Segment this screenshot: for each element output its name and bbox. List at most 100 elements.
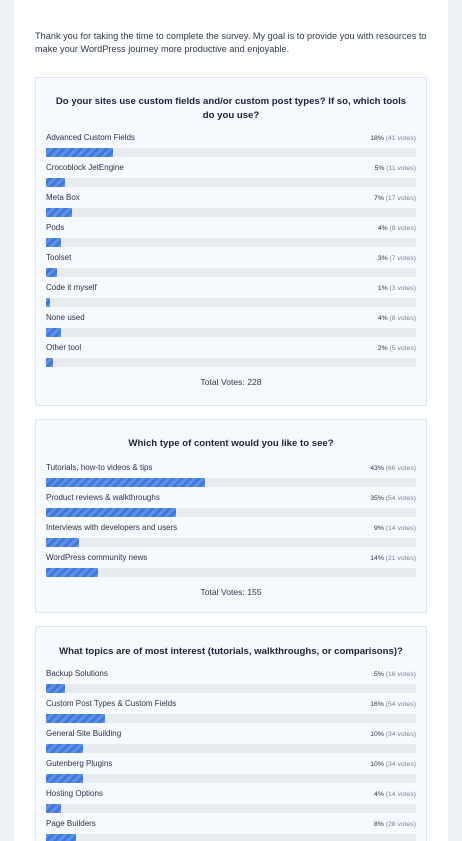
poll-option-row: Backup Solutions 5% (16 votes) [46, 669, 416, 680]
poll-option: None used 4% (8 votes) [46, 313, 416, 343]
poll-option-bar-fill [46, 478, 206, 487]
poll-option: WordPress community news 14% (21 votes) [46, 553, 416, 583]
poll-option-result: 35% (54 votes) [370, 494, 416, 504]
poll-option-result: 16% (54 votes) [370, 700, 416, 710]
poll-option-percent: 18% [370, 135, 384, 142]
poll-option-bar [46, 834, 416, 841]
poll-option-votes: (8 votes) [389, 315, 416, 322]
poll-option-bar [46, 478, 416, 487]
poll-option-bar-fill [46, 358, 54, 367]
poll-option: Interviews with developers and users 9% (… [46, 523, 416, 553]
poll-option-percent: 4% [374, 791, 384, 798]
poll-option-votes: (8 votes) [389, 225, 416, 232]
poll-custom-fields: Do your sites use custom fields and/or c… [35, 77, 427, 406]
poll-option-percent: 14% [370, 555, 384, 562]
poll-option-result: 3% (7 votes) [378, 254, 416, 264]
poll-option-result: 4% (8 votes) [378, 314, 416, 324]
poll-option-result: 14% (21 votes) [370, 554, 416, 564]
poll-option-result: 43% (66 votes) [370, 464, 416, 474]
intro-text: Thank you for taking the time to complet… [35, 31, 427, 54]
poll-option-votes: (41 votes) [385, 135, 416, 142]
poll-option-label: Page Builders [46, 819, 96, 828]
poll-option: Crocoblock JetEngine 5% (11 votes) [46, 163, 416, 193]
poll-option-votes: (21 votes) [385, 555, 416, 562]
poll-option-bar [46, 744, 416, 753]
poll-title: Do your sites use custom fields and/or c… [55, 96, 407, 121]
poll-option-result: 2% (5 votes) [378, 344, 416, 354]
poll-option-bar-fill [46, 684, 65, 693]
poll-option-percent: 4% [377, 315, 388, 322]
poll-option-bar [46, 714, 416, 723]
poll-option-result: 10% (34 votes) [370, 730, 416, 740]
poll-option-label: Advanced Custom Fields [46, 133, 135, 142]
poll-title: Which type of content would you like to … [128, 438, 334, 449]
poll-option-row: Hosting Options 4% (14 votes) [46, 789, 416, 800]
poll-option-bar-fill [46, 714, 106, 723]
poll-option: Advanced Custom Fields 18% (41 votes) [46, 133, 416, 163]
poll-option-percent: 9% [374, 525, 384, 532]
poll-options: Tutorials, how-to videos & tips 43% (66 v… [46, 463, 416, 583]
poll-option-percent: 35% [370, 495, 384, 502]
poll-option-bar [46, 208, 416, 217]
poll-option-percent: 5% [374, 165, 385, 172]
poll-option-bar [46, 804, 416, 813]
poll-option-percent: 1% [377, 285, 388, 292]
poll-option: Product reviews & walkthroughs 35% (54 vo… [46, 493, 416, 523]
poll-option-bar [46, 684, 416, 693]
poll-option-bar [46, 358, 416, 367]
poll-option-result: 8% (28 votes) [374, 820, 416, 830]
poll-option-result: 5% (16 votes) [374, 670, 416, 680]
poll-option-bar-fill [46, 538, 80, 547]
poll-option-percent: 4% [377, 225, 388, 232]
poll-option-bar [46, 178, 416, 187]
poll-option-row: General Site Building 10% (34 votes) [46, 729, 416, 740]
poll-option-bar-fill [46, 328, 61, 337]
poll-option-label: Code it myself [46, 283, 97, 292]
poll-option-label: Backup Solutions [46, 669, 108, 678]
poll-option-label: Product reviews & walkthroughs [46, 493, 160, 502]
total-votes: Total Votes: 228 [200, 377, 262, 387]
survey-results-page: Thank you for taking the time to complet… [14, 0, 448, 841]
poll-option: Hosting Options 4% (14 votes) [46, 789, 416, 819]
poll-option-row: Crocoblock JetEngine 5% (11 votes) [46, 163, 416, 174]
poll-option-votes: (5 votes) [389, 345, 416, 352]
poll-option-percent: 5% [374, 671, 384, 678]
poll-option-votes: (17 votes) [385, 195, 416, 202]
poll-option-result: 9% (14 votes) [374, 524, 416, 534]
poll-option: Tutorials, how-to videos & tips 43% (66 v… [46, 463, 416, 493]
poll-option-row: Advanced Custom Fields 18% (41 votes) [46, 133, 416, 144]
poll-option-percent: 7% [374, 195, 384, 202]
poll-option-bar-fill [46, 148, 113, 157]
poll-option: Custom Post Types & Custom Fields 16% (54… [46, 699, 416, 729]
poll-option-percent: 2% [377, 345, 388, 352]
poll-option-label: Gutenberg Plugins [46, 759, 113, 768]
poll-option-percent: 10% [370, 731, 384, 738]
poll-option-votes: (54 votes) [385, 495, 416, 502]
poll-option-percent: 8% [374, 821, 384, 828]
poll-option-label: Tutorials, how-to videos & tips [46, 463, 153, 472]
poll-option-bar [46, 238, 416, 247]
poll-option-row: WordPress community news 14% (21 votes) [46, 553, 416, 564]
poll-option-result: 18% (41 votes) [370, 134, 416, 144]
poll-option-row: Meta Box 7% (17 votes) [46, 193, 416, 204]
poll-option-label: WordPress community news [46, 553, 148, 562]
poll-option-result: 4% (14 votes) [374, 790, 416, 800]
poll-option-votes: (28 votes) [385, 821, 416, 828]
poll-option: Code it myself 1% (3 votes) [46, 283, 416, 313]
poll-option-row: Page Builders 8% (28 votes) [46, 819, 416, 830]
poll-option: Gutenberg Plugins 10% (34 votes) [46, 759, 416, 789]
poll-option-votes: (66 votes) [385, 465, 416, 472]
poll-option-bar-fill [46, 178, 65, 187]
poll-option: Other tool 2% (5 votes) [46, 343, 416, 373]
poll-option-label: Hosting Options [46, 789, 103, 798]
poll-option-percent: 43% [370, 465, 384, 472]
poll-option-percent: 16% [370, 701, 384, 708]
poll-option-label: Toolset [46, 253, 72, 262]
poll-option-bar [46, 148, 416, 157]
poll-option-votes: (11 votes) [386, 165, 416, 172]
poll-options: Backup Solutions 5% (16 votes) Custom Post… [46, 669, 416, 841]
poll-option-row: Gutenberg Plugins 10% (34 votes) [46, 759, 416, 770]
poll-option-bar [46, 568, 416, 577]
poll-option-result: 10% (34 votes) [370, 760, 416, 770]
poll-option-row: Custom Post Types & Custom Fields 16% (54… [46, 699, 416, 710]
